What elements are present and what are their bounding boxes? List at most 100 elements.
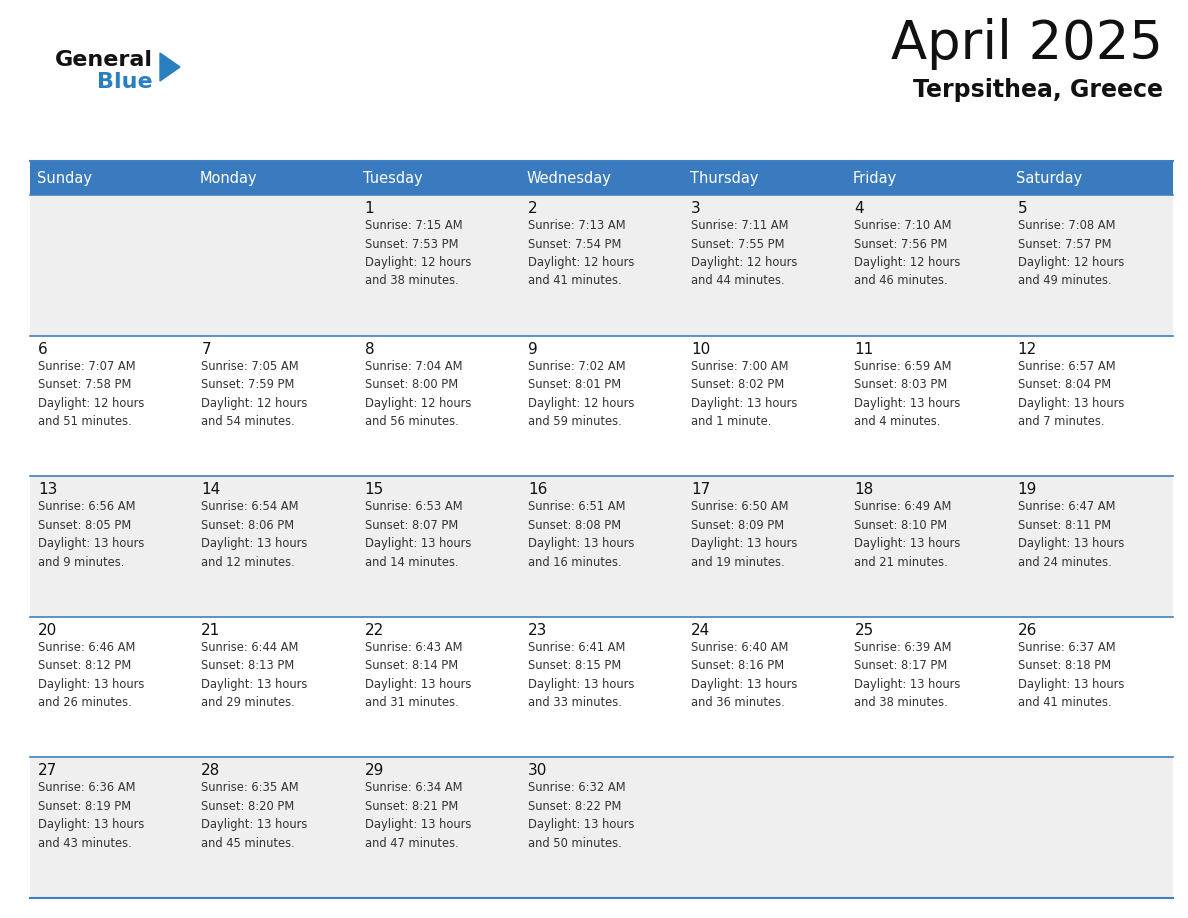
Bar	[356, 195, 520, 336]
Bar	[194, 336, 356, 476]
Bar	[846, 757, 1010, 898]
Text: 19: 19	[1018, 482, 1037, 498]
Text: Sunrise: 6:56 AM
Sunset: 8:05 PM
Daylight: 13 hours
and 9 minutes.: Sunrise: 6:56 AM Sunset: 8:05 PM Dayligh…	[38, 500, 145, 568]
Bar	[846, 195, 1010, 336]
Text: Saturday: Saturday	[1016, 171, 1082, 185]
Text: 21: 21	[201, 622, 221, 638]
Bar	[194, 476, 356, 617]
Text: 13: 13	[38, 482, 57, 498]
Text: Sunrise: 7:08 AM
Sunset: 7:57 PM
Daylight: 12 hours
and 49 minutes.: Sunrise: 7:08 AM Sunset: 7:57 PM Dayligh…	[1018, 219, 1124, 287]
Bar	[194, 161, 356, 195]
Text: 4: 4	[854, 201, 864, 216]
Text: 2: 2	[527, 201, 537, 216]
Text: Terpsithea, Greece: Terpsithea, Greece	[914, 78, 1163, 102]
Text: Sunrise: 7:02 AM
Sunset: 8:01 PM
Daylight: 12 hours
and 59 minutes.: Sunrise: 7:02 AM Sunset: 8:01 PM Dayligh…	[527, 360, 634, 428]
Text: 11: 11	[854, 341, 873, 356]
Text: 30: 30	[527, 764, 548, 778]
Bar	[683, 757, 846, 898]
Polygon shape	[160, 53, 181, 81]
Bar	[683, 195, 846, 336]
Text: Blue: Blue	[97, 72, 152, 92]
Bar	[1010, 161, 1173, 195]
Text: Sunrise: 7:00 AM
Sunset: 8:02 PM
Daylight: 13 hours
and 1 minute.: Sunrise: 7:00 AM Sunset: 8:02 PM Dayligh…	[691, 360, 797, 428]
Bar	[520, 336, 683, 476]
Text: Sunrise: 7:13 AM
Sunset: 7:54 PM
Daylight: 12 hours
and 41 minutes.: Sunrise: 7:13 AM Sunset: 7:54 PM Dayligh…	[527, 219, 634, 287]
Text: 5: 5	[1018, 201, 1028, 216]
Text: Tuesday: Tuesday	[364, 171, 423, 185]
Text: Sunrise: 6:36 AM
Sunset: 8:19 PM
Daylight: 13 hours
and 43 minutes.: Sunrise: 6:36 AM Sunset: 8:19 PM Dayligh…	[38, 781, 145, 850]
Bar	[356, 336, 520, 476]
Text: Sunrise: 6:35 AM
Sunset: 8:20 PM
Daylight: 13 hours
and 45 minutes.: Sunrise: 6:35 AM Sunset: 8:20 PM Dayligh…	[201, 781, 308, 850]
Text: 24: 24	[691, 622, 710, 638]
Bar	[194, 617, 356, 757]
Text: Sunrise: 6:53 AM
Sunset: 8:07 PM
Daylight: 13 hours
and 14 minutes.: Sunrise: 6:53 AM Sunset: 8:07 PM Dayligh…	[365, 500, 470, 568]
Text: Friday: Friday	[853, 171, 897, 185]
Text: Sunrise: 6:50 AM
Sunset: 8:09 PM
Daylight: 13 hours
and 19 minutes.: Sunrise: 6:50 AM Sunset: 8:09 PM Dayligh…	[691, 500, 797, 568]
Text: 18: 18	[854, 482, 873, 498]
Text: 23: 23	[527, 622, 548, 638]
Bar	[520, 161, 683, 195]
Text: Sunrise: 6:40 AM
Sunset: 8:16 PM
Daylight: 13 hours
and 36 minutes.: Sunrise: 6:40 AM Sunset: 8:16 PM Dayligh…	[691, 641, 797, 710]
Text: Sunrise: 6:41 AM
Sunset: 8:15 PM
Daylight: 13 hours
and 33 minutes.: Sunrise: 6:41 AM Sunset: 8:15 PM Dayligh…	[527, 641, 634, 710]
Bar	[1010, 336, 1173, 476]
Bar	[356, 757, 520, 898]
Text: Thursday: Thursday	[690, 171, 758, 185]
Text: Sunrise: 6:54 AM
Sunset: 8:06 PM
Daylight: 13 hours
and 12 minutes.: Sunrise: 6:54 AM Sunset: 8:06 PM Dayligh…	[201, 500, 308, 568]
Text: Sunrise: 6:32 AM
Sunset: 8:22 PM
Daylight: 13 hours
and 50 minutes.: Sunrise: 6:32 AM Sunset: 8:22 PM Dayligh…	[527, 781, 634, 850]
Text: Sunrise: 7:15 AM
Sunset: 7:53 PM
Daylight: 12 hours
and 38 minutes.: Sunrise: 7:15 AM Sunset: 7:53 PM Dayligh…	[365, 219, 470, 287]
Text: Sunrise: 7:07 AM
Sunset: 7:58 PM
Daylight: 12 hours
and 51 minutes.: Sunrise: 7:07 AM Sunset: 7:58 PM Dayligh…	[38, 360, 145, 428]
Text: 10: 10	[691, 341, 710, 356]
Text: Sunrise: 6:59 AM
Sunset: 8:03 PM
Daylight: 13 hours
and 4 minutes.: Sunrise: 6:59 AM Sunset: 8:03 PM Dayligh…	[854, 360, 961, 428]
Text: Sunrise: 7:10 AM
Sunset: 7:56 PM
Daylight: 12 hours
and 46 minutes.: Sunrise: 7:10 AM Sunset: 7:56 PM Dayligh…	[854, 219, 961, 287]
Text: Sunrise: 6:47 AM
Sunset: 8:11 PM
Daylight: 13 hours
and 24 minutes.: Sunrise: 6:47 AM Sunset: 8:11 PM Dayligh…	[1018, 500, 1124, 568]
Text: 9: 9	[527, 341, 538, 356]
Text: 16: 16	[527, 482, 548, 498]
Text: 29: 29	[365, 764, 384, 778]
Bar	[30, 757, 194, 898]
Text: 28: 28	[201, 764, 221, 778]
Bar	[683, 336, 846, 476]
Bar	[683, 476, 846, 617]
Bar	[1010, 476, 1173, 617]
Text: 27: 27	[38, 764, 57, 778]
Text: Sunday: Sunday	[37, 171, 91, 185]
Text: Sunrise: 6:57 AM
Sunset: 8:04 PM
Daylight: 13 hours
and 7 minutes.: Sunrise: 6:57 AM Sunset: 8:04 PM Dayligh…	[1018, 360, 1124, 428]
Text: Sunrise: 6:51 AM
Sunset: 8:08 PM
Daylight: 13 hours
and 16 minutes.: Sunrise: 6:51 AM Sunset: 8:08 PM Dayligh…	[527, 500, 634, 568]
Bar	[30, 195, 194, 336]
Bar	[683, 161, 846, 195]
Bar	[1010, 617, 1173, 757]
Text: 25: 25	[854, 622, 873, 638]
Text: 8: 8	[365, 341, 374, 356]
Text: Monday: Monday	[200, 171, 258, 185]
Text: Sunrise: 6:39 AM
Sunset: 8:17 PM
Daylight: 13 hours
and 38 minutes.: Sunrise: 6:39 AM Sunset: 8:17 PM Dayligh…	[854, 641, 961, 710]
Bar	[194, 757, 356, 898]
Text: Sunrise: 6:49 AM
Sunset: 8:10 PM
Daylight: 13 hours
and 21 minutes.: Sunrise: 6:49 AM Sunset: 8:10 PM Dayligh…	[854, 500, 961, 568]
Text: 7: 7	[201, 341, 211, 356]
Text: 20: 20	[38, 622, 57, 638]
Text: 22: 22	[365, 622, 384, 638]
Text: Sunrise: 6:43 AM
Sunset: 8:14 PM
Daylight: 13 hours
and 31 minutes.: Sunrise: 6:43 AM Sunset: 8:14 PM Dayligh…	[365, 641, 470, 710]
Text: April 2025: April 2025	[891, 18, 1163, 70]
Bar	[846, 617, 1010, 757]
Text: Sunrise: 7:05 AM
Sunset: 7:59 PM
Daylight: 12 hours
and 54 minutes.: Sunrise: 7:05 AM Sunset: 7:59 PM Dayligh…	[201, 360, 308, 428]
Text: 15: 15	[365, 482, 384, 498]
Bar	[846, 161, 1010, 195]
Bar	[1010, 757, 1173, 898]
Text: Sunrise: 6:37 AM
Sunset: 8:18 PM
Daylight: 13 hours
and 41 minutes.: Sunrise: 6:37 AM Sunset: 8:18 PM Dayligh…	[1018, 641, 1124, 710]
Text: Sunrise: 7:11 AM
Sunset: 7:55 PM
Daylight: 12 hours
and 44 minutes.: Sunrise: 7:11 AM Sunset: 7:55 PM Dayligh…	[691, 219, 797, 287]
Bar	[30, 336, 194, 476]
Bar	[846, 336, 1010, 476]
Text: General: General	[55, 50, 153, 70]
Text: Sunrise: 6:34 AM
Sunset: 8:21 PM
Daylight: 13 hours
and 47 minutes.: Sunrise: 6:34 AM Sunset: 8:21 PM Dayligh…	[365, 781, 470, 850]
Text: 26: 26	[1018, 622, 1037, 638]
Text: Wednesday: Wednesday	[526, 171, 612, 185]
Bar	[520, 617, 683, 757]
Bar	[520, 476, 683, 617]
Text: 17: 17	[691, 482, 710, 498]
Bar	[30, 617, 194, 757]
Text: 12: 12	[1018, 341, 1037, 356]
Text: 1: 1	[365, 201, 374, 216]
Bar	[30, 476, 194, 617]
Text: 3: 3	[691, 201, 701, 216]
Bar	[520, 195, 683, 336]
